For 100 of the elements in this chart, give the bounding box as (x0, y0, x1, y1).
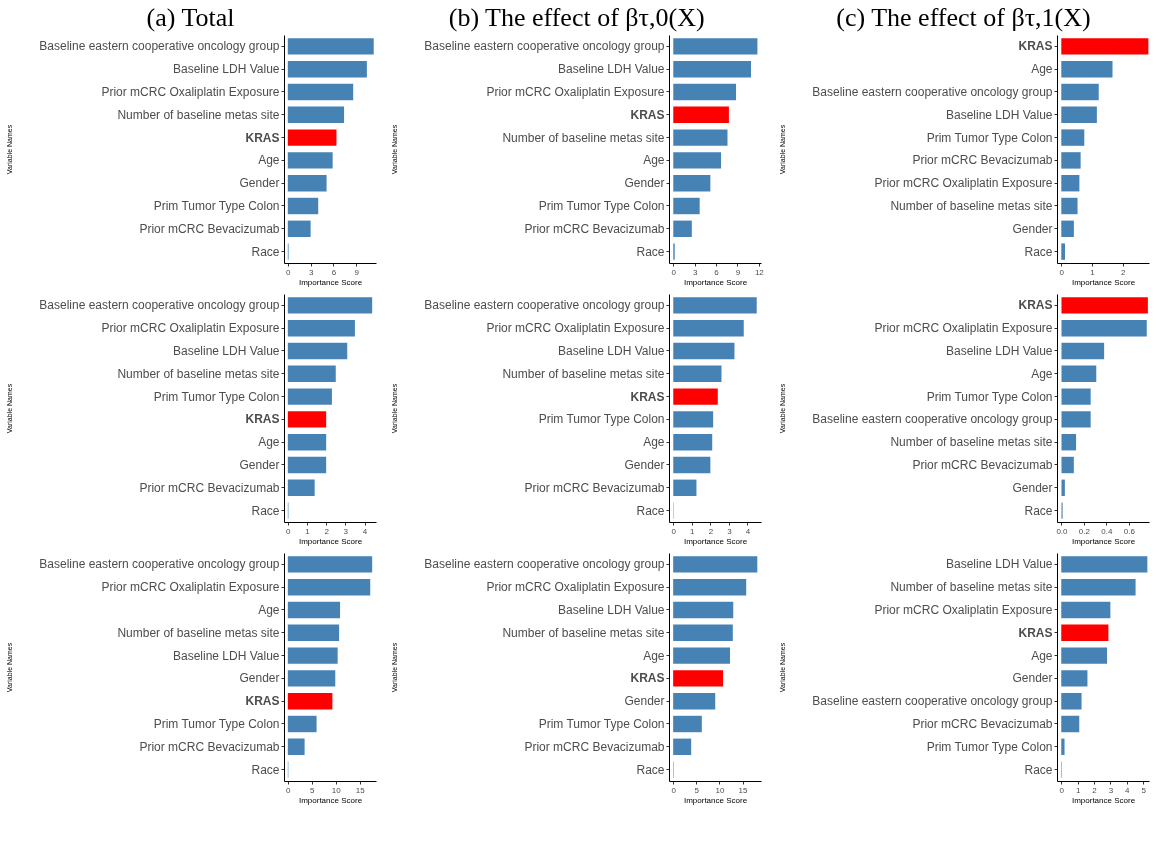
y-tick-label: Prior mCRC Oxaliplatin Exposure (874, 176, 1053, 191)
bar (287, 38, 374, 55)
x-axis-title: Importance Score (683, 536, 748, 546)
x-tick-label: 1 (305, 526, 311, 536)
y-tick-label: Baseline eastern cooperative oncology group (812, 412, 1053, 427)
y-tick-label: KRAS (630, 389, 665, 404)
bar (673, 556, 758, 573)
y-tick-label: Prim Tumor Type Colon (926, 389, 1053, 404)
bar (673, 433, 713, 451)
y-tick-label: Prior mCRC Bevacizumab (524, 739, 665, 754)
bar (1061, 556, 1148, 573)
y-tick-label: Age (643, 153, 665, 168)
y-tick-label: Prior mCRC Bevacizumab (139, 739, 280, 754)
bar (673, 715, 702, 733)
y-tick-label: Prior mCRC Oxaliplatin Exposure (874, 603, 1053, 617)
y-tick-label: Prim Tumor Type Colon (538, 199, 665, 213)
x-tick-label: 0.6 (1123, 526, 1136, 536)
bar (1061, 297, 1148, 314)
bar (287, 411, 327, 428)
x-tick-label: 1 (690, 526, 696, 536)
bar (1061, 388, 1091, 405)
y-tick-label: Gender (239, 176, 280, 191)
bar (673, 38, 758, 55)
bar (1061, 433, 1077, 451)
y-tick-label: KRAS (245, 694, 280, 709)
x-tick-label: 9 (735, 267, 741, 277)
bar (1061, 106, 1097, 124)
x-tick-label: 15 (355, 785, 366, 795)
x-tick-label: 5 (310, 785, 316, 795)
bar (287, 738, 305, 756)
bar (287, 60, 367, 78)
y-tick-label: Prior mCRC Bevacizumab (912, 717, 1053, 731)
y-tick-label: Number of baseline metas site (117, 107, 280, 122)
y-tick-label: KRAS (1018, 298, 1053, 313)
x-tick-label: 4 (745, 526, 751, 536)
y-tick-label: Gender (624, 458, 665, 472)
x-tick-label: 4 (1125, 785, 1131, 795)
y-tick-label: Number of baseline metas site (890, 580, 1053, 595)
bar (287, 152, 333, 169)
y-tick-label: Number of baseline metas site (502, 625, 665, 640)
bar (673, 601, 734, 619)
x-tick-label: 0.4 (1101, 526, 1113, 536)
bar (673, 692, 716, 710)
bar (673, 220, 692, 238)
bar (673, 297, 757, 314)
bar (673, 479, 697, 497)
bar (1061, 83, 1099, 101)
y-tick-label: Race (1024, 762, 1053, 777)
x-tick-label: 0 (671, 267, 677, 277)
y-tick-label: Race (636, 762, 665, 777)
x-tick-label: 4 (362, 526, 368, 536)
x-axis-title: Importance Score (683, 795, 748, 805)
y-tick-label: Prim Tumor Type Colon (538, 717, 665, 731)
x-axis-title: Importance Score (1071, 536, 1136, 546)
y-tick-label: Baseline eastern cooperative oncology group (39, 557, 280, 572)
y-tick-label: Gender (1012, 671, 1053, 686)
x-tick-label: 10 (715, 785, 725, 795)
y-tick-label: KRAS (1018, 39, 1053, 54)
bar (673, 319, 744, 337)
x-tick-label: 0 (286, 267, 292, 277)
y-tick-label: Prior mCRC Bevacizumab (912, 153, 1053, 168)
bar (287, 601, 341, 619)
bar (287, 129, 337, 146)
y-tick-label: Gender (1012, 480, 1053, 495)
chart-title: (c) The effect of βτ,1(X) (836, 3, 1091, 32)
x-tick-label: 0 (1059, 267, 1065, 277)
x-axis-title: Importance Score (298, 795, 363, 805)
x-tick-label: 10 (331, 785, 342, 795)
y-tick-label: Race (251, 762, 280, 777)
y-tick-label: Age (258, 435, 280, 450)
bar (673, 152, 722, 169)
bar (1061, 647, 1108, 664)
bar (673, 624, 733, 642)
y-tick-label: Age (643, 648, 665, 663)
bar (287, 220, 311, 238)
bar (287, 670, 336, 687)
bar (287, 624, 340, 642)
bar (673, 578, 747, 596)
bar (287, 83, 354, 101)
y-tick-label: Age (258, 153, 280, 168)
bar (1061, 479, 1065, 497)
bar (673, 365, 722, 383)
x-tick-label: 3 (1108, 785, 1114, 795)
x-tick-label: 3 (308, 267, 314, 277)
bar (287, 106, 345, 124)
bar (1061, 624, 1109, 642)
y-tick-label: Gender (624, 694, 665, 709)
y-tick-label: Prior mCRC Bevacizumab (524, 480, 665, 495)
bar (673, 388, 718, 405)
bar (1061, 152, 1081, 169)
x-axis-title: Importance Score (1071, 795, 1136, 805)
bar (1061, 411, 1091, 428)
bar (287, 456, 327, 474)
y-tick-label: Gender (239, 458, 280, 472)
x-tick-label: 2 (1120, 267, 1126, 277)
bar (673, 60, 752, 78)
bar (1061, 60, 1113, 78)
y-tick-label: Gender (624, 176, 665, 191)
bar (287, 715, 317, 733)
y-tick-label: Baseline LDH Value (945, 344, 1053, 358)
